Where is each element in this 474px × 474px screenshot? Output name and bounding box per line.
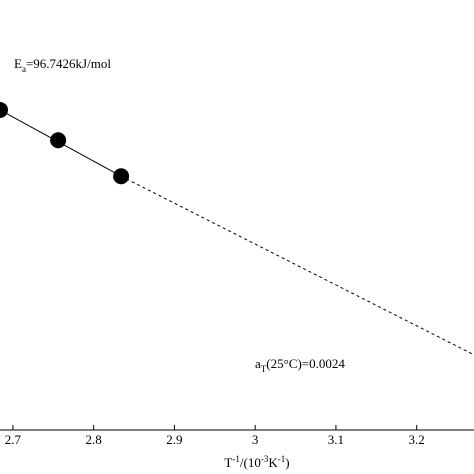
x-tick-label: 2.7 — [5, 432, 22, 447]
plot-area — [0, 101, 474, 356]
data-point — [0, 101, 8, 118]
x-axis-label-part: ) — [285, 455, 289, 470]
x-tick-label: 2.9 — [166, 432, 182, 447]
x-tick-label: 2.8 — [86, 432, 102, 447]
x-axis-label-part: T — [224, 455, 232, 470]
annotation-part: a — [255, 356, 261, 371]
data-point — [113, 168, 130, 185]
annotation-part: T — [261, 364, 267, 374]
annotation: aT(25°C)=0.0024 — [255, 356, 345, 374]
extrapolation-line — [120, 175, 474, 356]
annotation-part: E — [14, 56, 22, 71]
annotation-part: (25°C)=0.0024 — [266, 356, 345, 371]
x-axis-label-part: -1 — [232, 454, 240, 464]
x-axis-label-part: -1 — [278, 454, 286, 464]
x-axis-label-part: K — [268, 455, 278, 470]
x-axis-label-part: -3 — [261, 454, 269, 464]
x-tick-label: 3.1 — [328, 432, 344, 447]
annotation-part: a — [22, 64, 26, 74]
x-axis-label-part: /(10 — [240, 455, 261, 470]
annotation-part: =96.7426kJ/mol — [26, 56, 111, 71]
annotation: Ea=96.7426kJ/mol — [14, 56, 111, 74]
x-tick-label: 3 — [252, 432, 259, 447]
x-tick-label: 3.2 — [409, 432, 425, 447]
x-axis-label: T-1/(10-3K-1) — [224, 454, 289, 470]
data-point — [50, 132, 67, 149]
